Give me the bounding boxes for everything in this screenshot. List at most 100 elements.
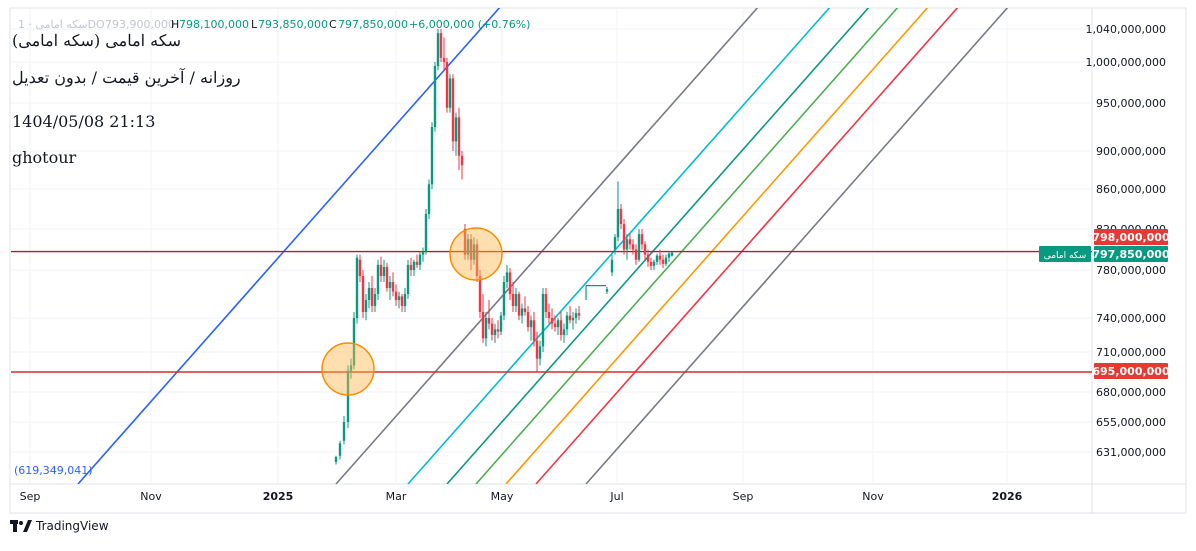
candle-body [418, 254, 422, 265]
candle-body [538, 346, 542, 359]
candle-body [631, 244, 635, 250]
chart-frame [9, 7, 1187, 514]
fib-channel-line[interactable] [446, 0, 1147, 484]
price-tick-label: 780,000,000 [1096, 264, 1166, 277]
candle-body [421, 251, 425, 255]
candle-body [625, 239, 629, 250]
candle-body [364, 300, 368, 312]
time-axis[interactable]: Sep Nov 2025 Mar May Jul Sep Nov 2026 [20, 490, 1023, 503]
ohlc-change: +6,000,000 (+0.76%) [409, 18, 530, 31]
candle-body [574, 313, 578, 318]
candle-body [367, 288, 371, 300]
candle-body [553, 323, 557, 328]
candle-body [415, 261, 419, 265]
time-tick-label: Sep [20, 490, 41, 503]
ohlc-low-label: L [251, 18, 258, 31]
candle-body [484, 318, 488, 339]
candle-body [649, 261, 653, 266]
time-tick-label: Mar [386, 490, 407, 503]
grid [11, 8, 1092, 484]
candle-body [529, 320, 533, 328]
ohlc-close-label: C [329, 18, 337, 31]
ohlc-low: 793,850,000 [258, 18, 328, 31]
candle-body [433, 66, 437, 127]
candle-body [565, 315, 569, 330]
symbol-tag: سکه امامی [1039, 246, 1091, 262]
candle-body [361, 276, 365, 312]
candle-body [610, 259, 614, 273]
candle-body [502, 282, 506, 316]
candle-body [670, 252, 674, 256]
candle-body [358, 259, 362, 276]
candle-body [493, 329, 497, 335]
tradingview-name: TradingView [36, 519, 109, 533]
fib-channel-line[interactable] [335, 0, 1036, 484]
price-tick-label: 950,000,000 [1096, 97, 1166, 110]
candle-body [385, 266, 389, 288]
candle-body [460, 155, 464, 166]
candle-body [430, 127, 434, 185]
ohlc-open-label: O [96, 18, 105, 31]
candle-body [613, 237, 617, 250]
candle-body [667, 253, 671, 258]
candle-body [541, 294, 545, 347]
candle-body [409, 264, 413, 270]
price-tick-label: 900,000,000 [1096, 145, 1166, 158]
candle-body [511, 294, 515, 306]
ohlc-legend: سکه امامی · 1D O 793,900,000 H 798,100,0… [18, 18, 530, 31]
candle-body [523, 308, 527, 312]
candle-body [454, 117, 458, 142]
overlay-line-2: روزانه / آخرین قیمت / بدون تعدیل [12, 67, 241, 87]
candle-body [658, 255, 662, 260]
fib-channel-line[interactable] [77, 0, 778, 484]
fib-channel[interactable] [77, 0, 1196, 484]
candle-body [439, 33, 443, 58]
candle-body [448, 78, 452, 108]
candle-body [457, 117, 461, 156]
candle-body [478, 276, 482, 312]
candle-body [490, 323, 494, 335]
candle-body [379, 264, 383, 276]
candles[interactable] [334, 29, 674, 465]
candle-body [634, 249, 638, 260]
candle-body [535, 340, 539, 359]
candle-body [391, 282, 395, 292]
fib-channel-line[interactable] [535, 0, 1196, 484]
tradingview-brand[interactable]: TradingView [10, 519, 109, 533]
candle-body [370, 288, 374, 306]
candle-body [355, 257, 359, 318]
candle-body [472, 244, 476, 260]
candle-body [466, 239, 470, 255]
resistance-price-label: 798,000,000 [1092, 229, 1170, 245]
ohlc-high: 798,100,000 [179, 18, 249, 31]
time-tick-label: May [491, 490, 514, 503]
price-axis[interactable]: 1,040,000,000 1,000,000,000 950,000,000 900… [1086, 23, 1166, 459]
candle-body [547, 312, 551, 318]
candle-body [475, 244, 479, 276]
support-price-label: 695,000,000 [1092, 363, 1170, 379]
fib-channel-line[interactable] [475, 0, 1176, 484]
candle-body [640, 234, 644, 245]
fib-channel-line[interactable] [407, 0, 1108, 484]
fib-channel-line[interactable] [505, 0, 1196, 484]
candle-body [514, 294, 518, 306]
candle-body [400, 296, 404, 306]
candle-body [451, 78, 455, 142]
price-tick-label: 655,000,000 [1096, 416, 1166, 429]
overlay-line-1: (سکه امامی (سکه امامی [12, 31, 181, 50]
candle-body [352, 318, 356, 366]
candle-body [469, 239, 473, 260]
tradingview-logo-icon [10, 520, 32, 532]
fib-channel-line[interactable] [585, 0, 1196, 484]
candle-body [436, 33, 440, 67]
candle-body [373, 294, 377, 306]
candle-body [562, 329, 566, 335]
symbol-tag-text: سکه امامی [1044, 251, 1087, 261]
symbol-small: سکه امامی · 1D [18, 18, 96, 31]
price-tick-label: 860,000,000 [1096, 183, 1166, 196]
price-tick-label: 680,000,000 [1096, 386, 1166, 399]
candle-body [664, 257, 668, 264]
candle-body [382, 266, 386, 276]
